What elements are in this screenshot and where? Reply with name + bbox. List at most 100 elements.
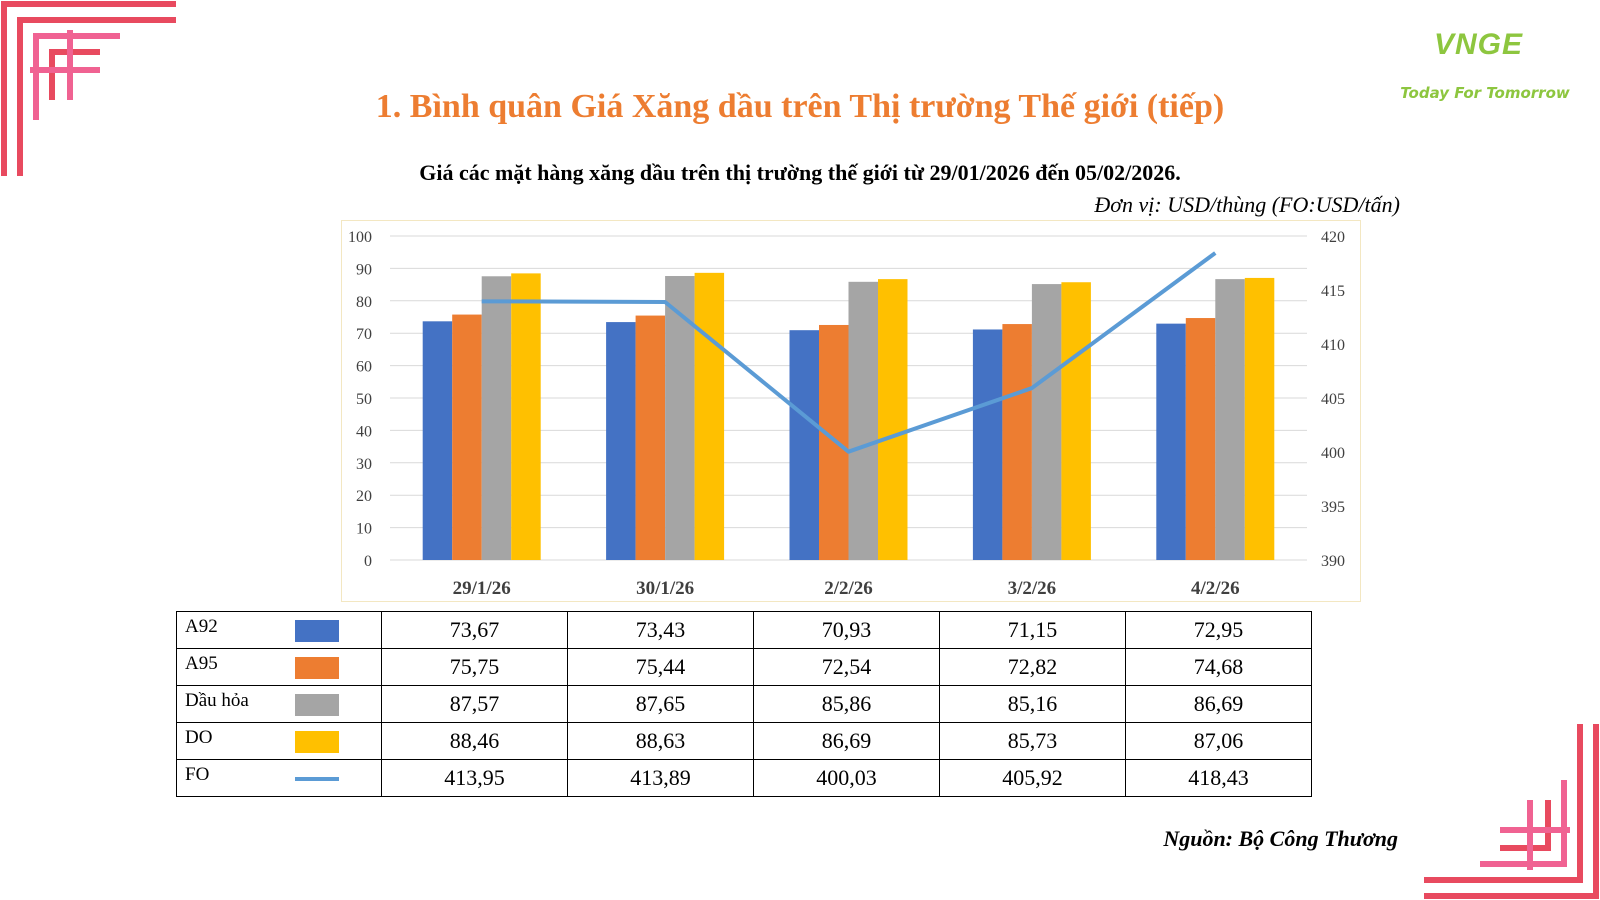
table-cell: 87,57 [381,685,568,723]
y-tick-label: 90 [356,261,372,278]
brand-logo: VNGE Today For Tomorrow [1390,18,1580,108]
series-label-cell: A95 [176,648,382,686]
bar-do [511,273,541,560]
bar-a92 [1156,323,1186,560]
bar-dầu-hỏa [665,276,695,560]
bar-dầu-hỏa [848,281,878,560]
y-tick-label: 0 [364,553,372,570]
bar-do [694,272,725,560]
legend-swatch [295,620,339,642]
table-cell: 413,95 [381,759,568,797]
bar-dầu-hỏa [481,276,512,560]
legend-swatch [295,777,339,781]
bar-a95 [1185,318,1216,560]
y-tick-label: 50 [356,391,372,408]
table-cell: 400,03 [753,759,940,797]
y-tick-label: 10 [356,521,372,538]
table-cell: 70,93 [753,611,940,649]
table-cell: 86,69 [1125,685,1312,723]
bar-a95 [452,314,482,560]
legend-swatch [295,657,339,679]
y-tick-label: 60 [356,359,372,376]
bar-dầu-hỏa [1215,279,1245,560]
table-cell: 87,06 [1125,722,1312,760]
page-title: 1. Bình quân Giá Xăng dầu trên Thị trườn… [375,88,1225,125]
logo-tagline: Today For Tomorrow [1400,84,1570,102]
series-label-cell: FO [176,759,382,797]
table-row: A92 73,67 73,43 70,93 71,15 72,95 [176,611,1312,649]
legend-swatch [295,694,339,716]
x-tick-label: 30/1/26 [636,578,694,599]
bar-do [1061,282,1091,560]
table-cell: 85,86 [753,685,940,723]
y2-tick-label: 410 [1321,337,1345,354]
series-name: FO [185,764,210,785]
table-cell: 85,16 [939,685,1126,723]
table-cell: 88,46 [381,722,568,760]
series-name: DO [185,727,213,748]
table-cell: 86,69 [753,722,940,760]
x-tick-label: 29/1/26 [453,578,511,599]
x-tick-label: 4/2/26 [1191,578,1240,599]
table-cell: 73,67 [381,611,568,649]
table-cell: 88,63 [567,722,754,760]
corner-ornament-bottom-right [1424,724,1599,899]
series-label-cell: A92 [176,611,382,649]
bar-a95 [1002,324,1032,560]
table-row: Dầu hỏa 87,57 87,65 85,86 85,16 86,69 [176,685,1312,723]
table-row: A95 75,75 75,44 72,54 72,82 74,68 [176,648,1312,686]
y2-tick-label: 415 [1321,283,1345,300]
corner-ornament-top-left [1,1,176,176]
y2-tick-label: 400 [1321,445,1345,462]
y2-tick-label: 405 [1321,391,1345,408]
price-chart: 0 10 20 30 40 50 60 70 80 90 100 390 395 400 405 410 415… [348,229,1345,599]
chart-unit: Đơn vị: USD/thùng (FO:USD/tấn) [1094,192,1400,217]
series-name: A95 [185,653,218,674]
series-name: A92 [185,616,218,637]
series-label-cell: Dầu hỏa [176,685,382,723]
bar-dầu-hỏa [1031,284,1062,560]
y2-tick-label: 395 [1321,499,1345,516]
bar-a95 [635,315,666,560]
data-table: A92 73,67 73,43 70,93 71,15 72,95 A95 75,75 75,4… [176,611,1312,797]
table-cell: 75,75 [381,648,568,686]
table-cell: 75,44 [567,648,754,686]
legend-swatch [295,731,339,753]
source-note: Nguồn: Bộ Công Thương [1163,826,1398,851]
chart-frame [341,220,1361,602]
chart-title: Giá các mặt hàng xăng dầu trên thị trườn… [419,160,1181,185]
x-tick-label: 2/2/26 [824,578,873,599]
y-tick-label: 20 [356,488,372,505]
bar-a95 [819,324,849,560]
series-name: Dầu hỏa [185,690,249,711]
table-cell: 71,15 [939,611,1126,649]
table-row: DO 88,46 88,63 86,69 85,73 87,06 [176,722,1312,760]
y2-tick-label: 390 [1321,553,1345,570]
table-cell: 72,54 [753,648,940,686]
y-tick-label: 40 [356,423,372,440]
y2-tick-label: 420 [1321,229,1345,246]
table-cell: 413,89 [567,759,754,797]
table-cell: 72,82 [939,648,1126,686]
bar-a92 [789,330,819,560]
table-cell: 72,95 [1125,611,1312,649]
series-label-cell: DO [176,722,382,760]
bar-do [1244,277,1275,560]
logo-mark: VNGE [1434,28,1524,61]
x-tick-label: 3/2/26 [1008,578,1057,599]
table-cell: 74,68 [1125,648,1312,686]
table-cell: 418,43 [1125,759,1312,797]
y-tick-label: 30 [356,456,372,473]
y-tick-label: 100 [348,229,372,246]
table-row: FO 413,95 413,89 400,03 405,92 418,43 [176,759,1312,797]
bar-a92 [972,329,1003,560]
table-cell: 73,43 [567,611,754,649]
bar-do [878,279,908,560]
bar-a92 [606,322,636,560]
table-cell: 85,73 [939,722,1126,760]
y-tick-label: 80 [356,294,372,311]
table-cell: 87,65 [567,685,754,723]
y-tick-label: 70 [356,326,372,343]
table-cell: 405,92 [939,759,1126,797]
bar-a92 [422,321,453,560]
